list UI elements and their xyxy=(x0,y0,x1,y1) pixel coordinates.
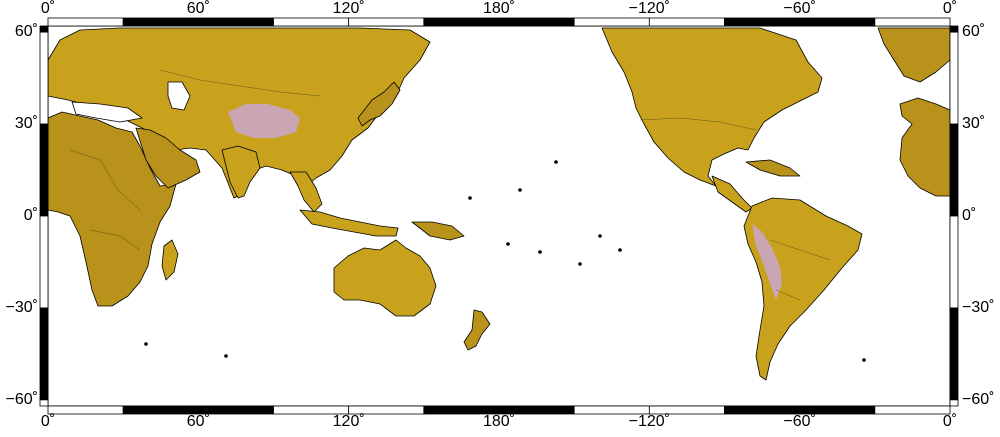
frame-segment xyxy=(800,18,875,26)
frame-segment xyxy=(40,216,48,308)
frame-segment xyxy=(48,406,123,414)
frame-segment xyxy=(40,400,48,406)
y-tick-label-right: −30˚ xyxy=(962,300,994,316)
frame-segment xyxy=(950,216,958,308)
frame-segment xyxy=(48,18,123,26)
frame-segment xyxy=(274,18,349,26)
y-tick-label-right: 60˚ xyxy=(962,24,985,40)
frame-segment xyxy=(875,406,950,414)
y-tick-label-right: 0˚ xyxy=(962,208,976,224)
y-tick-label-left: 30˚ xyxy=(15,116,38,132)
frame-segment xyxy=(950,308,958,400)
island-dot xyxy=(599,235,602,238)
frame-segment xyxy=(574,18,649,26)
x-tick-label-top: 60˚ xyxy=(187,1,210,17)
y-tick-label-left: 60˚ xyxy=(15,24,38,40)
island-dot xyxy=(555,161,558,164)
x-tick-label-top: 120˚ xyxy=(333,1,365,17)
x-tick-label-top: 0˚ xyxy=(41,1,55,17)
x-tick-label-bottom: 180˚ xyxy=(483,414,515,430)
frame-segment xyxy=(424,18,499,26)
island-dot xyxy=(519,189,522,192)
frame-segment xyxy=(499,18,574,26)
y-tick-label-right: 30˚ xyxy=(962,116,985,132)
frame-segment xyxy=(198,18,273,26)
frame-segment xyxy=(40,32,48,124)
island-dot xyxy=(539,251,542,254)
island-dot xyxy=(225,355,228,358)
y-tick-label-right: −60˚ xyxy=(962,392,994,408)
x-tick-label-bottom: −120˚ xyxy=(629,414,670,430)
x-tick-label-bottom: 0˚ xyxy=(41,414,55,430)
frame-segment xyxy=(40,26,48,32)
island-dot xyxy=(619,249,622,252)
x-tick-label-bottom: 60˚ xyxy=(187,414,210,430)
frame-segment xyxy=(950,32,958,124)
frame-segment xyxy=(875,18,950,26)
x-tick-label-bottom: 0˚ xyxy=(943,414,957,430)
island-dot xyxy=(579,263,582,266)
island-dot xyxy=(863,359,866,362)
y-tick-label-left: 0˚ xyxy=(24,208,38,224)
frame-segment xyxy=(123,18,198,26)
island-dot xyxy=(507,243,510,246)
x-tick-label-top: 0˚ xyxy=(943,1,957,17)
island-dot xyxy=(469,197,472,200)
frame-segment xyxy=(950,124,958,216)
frame-segment xyxy=(649,18,724,26)
y-tick-label-left: −60˚ xyxy=(6,392,38,408)
x-tick-label-top: −60˚ xyxy=(783,1,815,17)
x-tick-label-top: −120˚ xyxy=(629,1,670,17)
frame-segment xyxy=(950,400,958,406)
x-tick-label-top: 180˚ xyxy=(483,1,515,17)
x-tick-label-bottom: 120˚ xyxy=(333,414,365,430)
frame-segment xyxy=(40,124,48,216)
frame-segment xyxy=(950,26,958,32)
y-tick-label-left: −30˚ xyxy=(6,300,38,316)
frame-segment xyxy=(40,308,48,400)
island-dot xyxy=(145,343,148,346)
frame-segment xyxy=(349,18,424,26)
x-tick-label-bottom: −60˚ xyxy=(783,414,815,430)
frame-segment xyxy=(725,18,800,26)
